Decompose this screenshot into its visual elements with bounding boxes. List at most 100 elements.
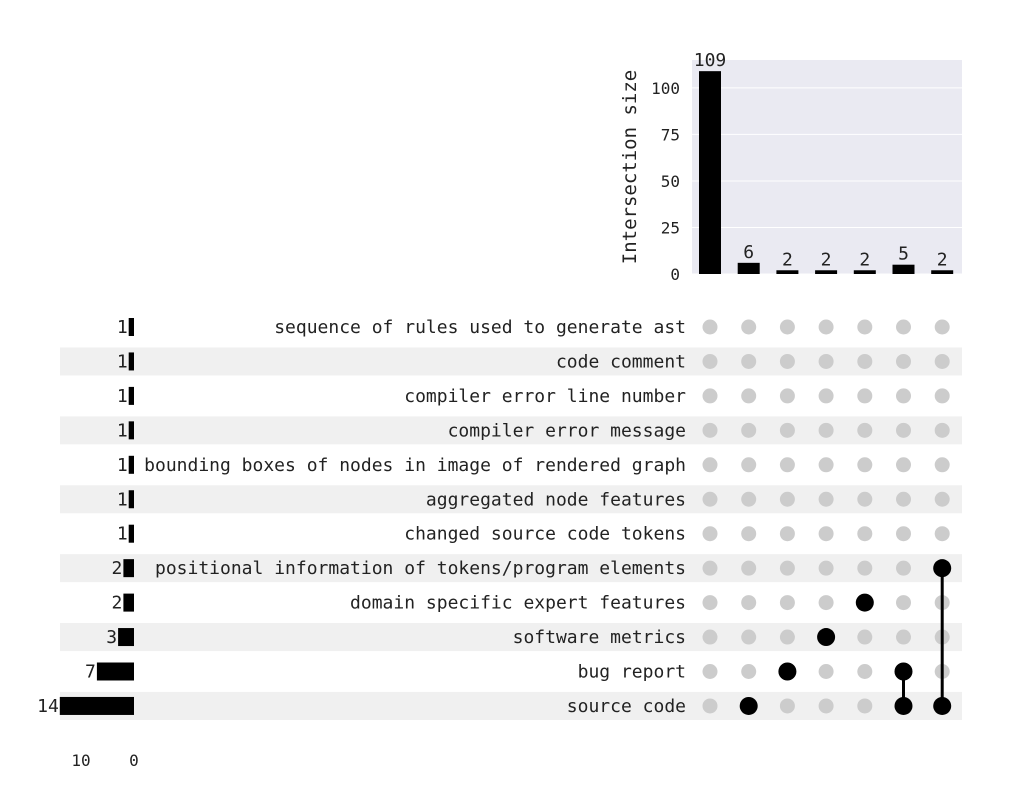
intersection-y-axis-label: Intersection size	[619, 70, 641, 264]
set-size-bar	[123, 593, 134, 612]
matrix-dot-inactive	[779, 457, 795, 473]
set-name-label: domain specific expert features	[350, 593, 686, 614]
set-name-label: source code	[567, 696, 686, 717]
matrix-dot-active	[855, 593, 874, 612]
matrix-dot-inactive	[818, 526, 834, 542]
set-size-label: 1	[117, 351, 128, 372]
intersection-y-ticks: 0 25 50 75 100	[651, 79, 680, 284]
matrix-dot-inactive	[818, 388, 834, 404]
set-size-label: 1	[117, 420, 128, 441]
matrix-dot-inactive	[741, 664, 757, 679]
matrix-dot-inactive	[818, 560, 834, 576]
set-name-label: code comment	[556, 351, 686, 372]
matrix-dot-inactive	[857, 629, 873, 645]
matrix-dot-inactive	[702, 664, 718, 679]
matrix-dot-inactive	[741, 629, 757, 645]
set-size-label: 3	[106, 627, 117, 648]
intersection-value-label: 2	[782, 249, 793, 270]
matrix-dot-inactive	[741, 595, 757, 611]
set-size-x-tick-label: 0	[129, 751, 139, 770]
matrix-dot-inactive	[896, 491, 911, 507]
matrix-dot-inactive	[702, 353, 718, 369]
y-tick-label: 75	[661, 125, 680, 144]
matrix-dot-inactive	[818, 595, 834, 611]
matrix-dot-inactive	[702, 560, 718, 576]
set-name-label: changed source code tokens	[404, 524, 686, 545]
matrix-dot-inactive	[857, 664, 873, 679]
matrix-dot-inactive	[702, 629, 718, 645]
matrix-dot-inactive	[934, 319, 950, 335]
set-name-label: bounding boxes of nodes in image of rend…	[144, 455, 686, 476]
matrix-dot-inactive	[818, 353, 834, 369]
set-size-label: 2	[112, 558, 123, 579]
y-tick-label: 50	[661, 172, 680, 191]
matrix-dot-inactive	[896, 319, 911, 335]
set-size-label: 1	[117, 489, 128, 510]
matrix-dot-inactive	[741, 560, 757, 576]
intersection-bars: 109 6 2 2 2 5 2	[694, 50, 954, 274]
matrix-dot-inactive	[702, 491, 718, 507]
set-size-bar	[128, 421, 134, 440]
intersection-bar	[892, 264, 915, 274]
set-size-bar	[128, 490, 134, 509]
matrix-dot-inactive	[702, 422, 718, 438]
matrix-dot-inactive	[702, 526, 718, 542]
set-size-bars: 1 1 1 1 1 1 1 2 2 37 14	[37, 317, 134, 717]
y-tick-label: 0	[670, 265, 680, 284]
set-size-bar	[128, 524, 134, 543]
matrix-dot-inactive	[741, 457, 757, 473]
matrix-dot-inactive	[779, 698, 795, 714]
set-size-label: 1	[117, 524, 128, 545]
matrix-dot-inactive	[741, 491, 757, 507]
set-size-bar	[128, 352, 134, 371]
set-name-label: software metrics	[513, 627, 686, 648]
set-size-bar	[118, 628, 134, 647]
row-stripe	[60, 691, 962, 720]
matrix-dot-inactive	[896, 422, 911, 438]
matrix-dot-active	[933, 559, 952, 578]
matrix-dot-inactive	[896, 629, 911, 645]
matrix-dot-inactive	[702, 457, 718, 473]
set-name-label: positional information of tokens/program…	[155, 558, 686, 579]
set-name-label: sequence of rules used to generate ast	[274, 317, 686, 338]
matrix-dot-inactive	[779, 629, 795, 645]
matrix-dot-inactive	[818, 664, 834, 679]
intersection-bar	[776, 270, 799, 274]
matrix-dot-inactive	[857, 388, 873, 404]
matrix-dot-inactive	[779, 422, 795, 438]
set-size-x-tick-label: 10	[71, 751, 90, 770]
matrix-dot-inactive	[818, 698, 834, 714]
row-stripe	[60, 347, 962, 376]
set-size-bar	[96, 662, 134, 681]
matrix-dot-inactive	[779, 353, 795, 369]
intersection-value-label: 6	[743, 242, 754, 263]
row-stripe	[60, 416, 962, 445]
matrix-dot-inactive	[818, 319, 834, 335]
matrix-dot-inactive	[779, 491, 795, 507]
matrix-dot-inactive	[857, 698, 873, 714]
matrix-dot-inactive	[896, 457, 911, 473]
set-size-bar	[128, 318, 134, 336]
y-tick-label: 25	[661, 218, 680, 237]
set-size-x-ticks: 10 0	[71, 751, 138, 770]
intersection-value-label: 2	[937, 249, 948, 270]
set-name-label: compiler error message	[448, 420, 686, 441]
matrix-dot-inactive	[702, 319, 718, 335]
matrix-dot-inactive	[857, 526, 873, 542]
set-size-label: 2	[112, 593, 123, 614]
set-size-bar	[59, 696, 134, 715]
matrix-dot-inactive	[857, 491, 873, 507]
set-size-bar	[128, 455, 134, 474]
matrix-dot-inactive	[741, 388, 757, 404]
matrix-dot-active	[894, 696, 913, 715]
set-size-label: 14	[37, 696, 59, 717]
intersection-value-label: 2	[821, 249, 832, 270]
y-tick-label: 100	[651, 79, 680, 98]
matrix-dot-inactive	[779, 526, 795, 542]
matrix-dot-active	[817, 628, 836, 647]
matrix-dot-inactive	[818, 457, 834, 473]
matrix-dot-active	[894, 662, 913, 681]
matrix-dot-inactive	[934, 491, 950, 507]
matrix-dot-inactive	[741, 319, 757, 335]
set-size-label: 1	[117, 317, 128, 338]
